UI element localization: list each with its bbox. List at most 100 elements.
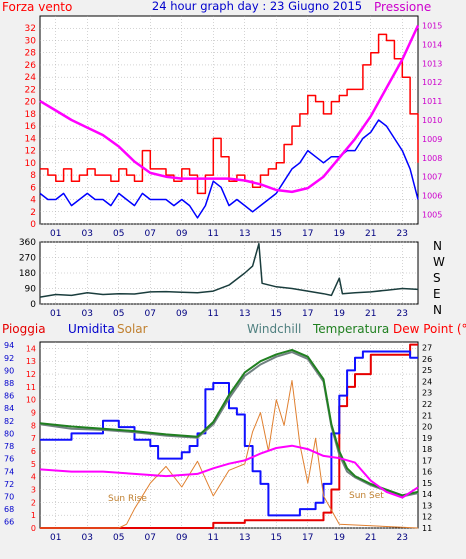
rain-tick-label: 11 [26, 383, 36, 392]
humidity-tick-label: 84 [4, 404, 14, 413]
temperature-tick-label: 13 [422, 501, 432, 510]
wind-speed-line [39, 119, 419, 219]
wind-speed-tick-label: 20 [25, 98, 37, 108]
pressure-tick-label: 1012 [422, 78, 442, 87]
pressure-label: Pressione [374, 0, 431, 14]
legend-dewpoint: Dew Point (°C) [393, 322, 466, 336]
hour-tick-label: 03 [82, 533, 93, 543]
temperature-tick-label: 22 [422, 400, 432, 409]
rain-tick-label: 3 [31, 486, 36, 495]
temperature-tick-label: 21 [422, 411, 432, 420]
hour-tick-label: 23 [397, 309, 408, 319]
rain-tick-label: 1 [31, 511, 36, 520]
rain-tick-label: 12 [26, 370, 36, 379]
pressure-tick-label: 1013 [422, 59, 442, 68]
hour-tick-label: 19 [334, 533, 346, 543]
legend-solar: Solar [117, 322, 148, 336]
hour-tick-label: 07 [145, 309, 156, 319]
wind-speed-tick-label: 8 [30, 171, 36, 181]
temperature-tick-label: 26 [422, 355, 432, 364]
hour-tick-label: 01 [50, 229, 61, 239]
humidity-tick-label: 72 [4, 480, 14, 489]
rain-tick-label: 2 [31, 498, 36, 507]
compass-label-n-bottom: N [433, 303, 442, 317]
tick-labels: 0246810121416182022242628303210051006100… [4, 21, 442, 543]
temperature-tick-label: 11 [422, 524, 432, 533]
humidity-tick-label: 82 [4, 417, 14, 426]
rain-tick-label: 5 [31, 460, 36, 469]
wind-speed-tick-label: 12 [25, 147, 36, 157]
direction-tick-label: 180 [19, 269, 36, 279]
pressure-tick-label: 1006 [422, 192, 442, 201]
wind-speed-tick-label: 0 [30, 220, 36, 230]
temperature-tick-label: 25 [422, 366, 432, 375]
hour-tick-label: 03 [82, 309, 93, 319]
humidity-tick-label: 76 [4, 455, 14, 464]
temperature-tick-label: 18 [422, 445, 432, 454]
hour-tick-label: 11 [208, 533, 219, 543]
legend-humidity: Umidita [68, 322, 115, 336]
temperature-tick-label: 24 [422, 377, 432, 386]
hour-tick-label: 15 [271, 229, 282, 239]
wind-speed-tick-label: 32 [25, 24, 36, 34]
direction-tick-label: 270 [19, 254, 36, 264]
rain-tick-label: 7 [31, 434, 36, 443]
hour-tick-label: 09 [176, 533, 188, 543]
pressure-tick-label: 1014 [422, 40, 442, 49]
temperature-tick-label: 27 [422, 344, 432, 353]
compass-label-n-top: N [433, 239, 442, 253]
direction-tick-label: 360 [19, 238, 36, 248]
humidity-tick-label: 86 [4, 392, 14, 401]
hour-tick-label: 21 [365, 229, 376, 239]
wind-speed-tick-label: 22 [25, 85, 36, 95]
legend-windchill: Windchill [247, 322, 301, 336]
hour-tick-label: 23 [397, 229, 408, 239]
temperature-tick-label: 17 [422, 456, 432, 465]
compass-label-e: E [433, 287, 441, 301]
humidity-tick-label: 94 [4, 341, 14, 350]
pressure-tick-label: 1010 [422, 116, 442, 125]
hour-tick-label: 17 [302, 533, 313, 543]
humidity-tick-label: 70 [4, 492, 14, 501]
temperature-tick-label: 16 [422, 468, 432, 477]
humidity-line [40, 350, 418, 517]
rain-tick-label: 10 [26, 396, 36, 405]
hour-tick-label: 17 [302, 309, 313, 319]
rain-tick-label: 8 [31, 421, 36, 430]
wind-strength-label: Forza vento [2, 0, 72, 14]
pressure-tick-label: 1009 [422, 135, 442, 144]
solar-line [40, 380, 419, 529]
hour-tick-label: 11 [208, 309, 219, 319]
hour-tick-label: 05 [113, 229, 124, 239]
wind-direction-line [39, 242, 419, 298]
wind-speed-tick-label: 4 [30, 196, 36, 206]
sun-set-annotation: Sun Set [349, 491, 384, 501]
hour-tick-label: 07 [145, 229, 156, 239]
wind-speed-tick-label: 18 [25, 110, 37, 120]
hour-tick-label: 13 [239, 309, 250, 319]
hour-tick-label: 11 [208, 229, 219, 239]
temperature-tick-label: 20 [422, 423, 432, 432]
chart-title: 24 hour graph day : 23 Giugno 2015 [152, 0, 362, 13]
weather-plot-area [39, 341, 419, 529]
hour-tick-label: 05 [113, 309, 124, 319]
wind-gust-line [40, 33, 419, 195]
hour-tick-label: 05 [113, 533, 124, 543]
direction-tick-label: 0 [30, 300, 36, 310]
legend-rain: Pioggia [2, 322, 46, 336]
rain-tick-label: 6 [31, 447, 36, 456]
hour-tick-label: 09 [176, 309, 188, 319]
hour-tick-label: 19 [334, 229, 346, 239]
hour-tick-label: 21 [365, 309, 376, 319]
temperature-tick-label: 19 [422, 434, 432, 443]
pressure-line [39, 24, 420, 194]
wind-speed-tick-label: 10 [25, 159, 37, 169]
rain-tick-label: 14 [26, 344, 36, 353]
temperature-tick-label: 15 [422, 479, 432, 488]
direction-tick-label: 90 [25, 285, 37, 295]
temperature-line [39, 348, 419, 497]
wind-speed-tick-label: 2 [30, 208, 36, 218]
wind-speed-tick-label: 6 [30, 183, 36, 193]
